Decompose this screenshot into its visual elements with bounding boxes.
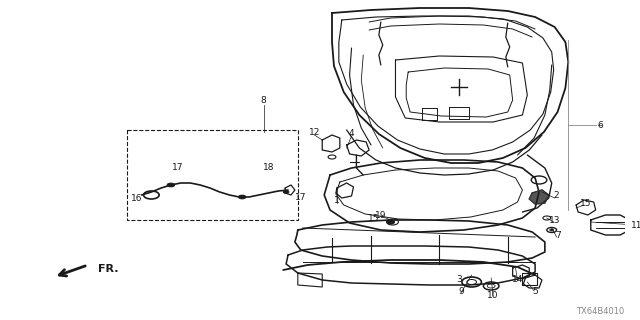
Text: 18: 18 xyxy=(263,163,275,172)
Circle shape xyxy=(283,190,289,194)
Text: FR.: FR. xyxy=(98,264,118,274)
Text: 4: 4 xyxy=(349,129,355,138)
Circle shape xyxy=(167,183,175,187)
Text: 5: 5 xyxy=(532,286,538,295)
Text: 16: 16 xyxy=(131,194,143,203)
Text: 15: 15 xyxy=(368,213,380,222)
Text: 1: 1 xyxy=(334,196,340,204)
Text: 19: 19 xyxy=(375,211,387,220)
Text: 17: 17 xyxy=(172,163,184,172)
Text: 3: 3 xyxy=(456,276,462,284)
Text: 6: 6 xyxy=(598,121,604,130)
Circle shape xyxy=(550,229,554,231)
Text: 15: 15 xyxy=(580,198,591,207)
Text: 7: 7 xyxy=(556,230,561,239)
Text: 8: 8 xyxy=(260,95,266,105)
Bar xyxy=(127,130,298,220)
Circle shape xyxy=(387,220,394,224)
Circle shape xyxy=(238,195,246,199)
Text: 2: 2 xyxy=(554,190,559,199)
Text: 14: 14 xyxy=(512,276,524,284)
Text: 13: 13 xyxy=(549,215,561,225)
Text: 10: 10 xyxy=(488,292,499,300)
Text: 11: 11 xyxy=(631,220,640,229)
Text: TX64B4010: TX64B4010 xyxy=(576,308,625,316)
Text: 12: 12 xyxy=(308,127,320,137)
Text: 17: 17 xyxy=(295,193,307,202)
Text: 9: 9 xyxy=(458,287,464,297)
Polygon shape xyxy=(529,190,548,204)
